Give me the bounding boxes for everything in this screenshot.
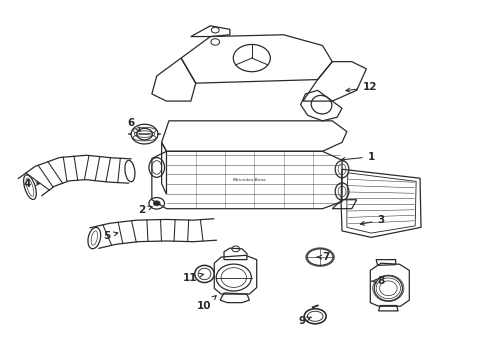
Text: 2: 2 — [138, 206, 152, 216]
Text: 12: 12 — [345, 82, 377, 93]
Text: 9: 9 — [298, 316, 310, 325]
Text: 5: 5 — [103, 231, 118, 240]
Text: 8: 8 — [371, 276, 384, 286]
Text: 4: 4 — [24, 179, 40, 189]
Text: 7: 7 — [317, 252, 329, 262]
Text: 11: 11 — [182, 273, 203, 283]
Text: 1: 1 — [340, 152, 374, 162]
Text: 10: 10 — [197, 296, 216, 311]
Circle shape — [153, 201, 160, 206]
Text: Mercedes-Benz: Mercedes-Benz — [232, 178, 265, 182]
Text: 3: 3 — [360, 215, 384, 225]
Text: 6: 6 — [127, 118, 140, 131]
